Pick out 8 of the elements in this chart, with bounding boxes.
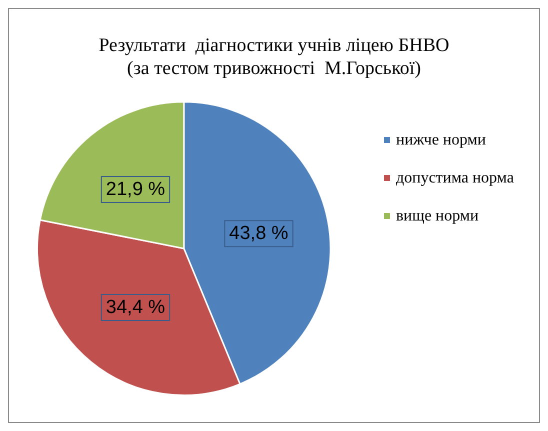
chart-subtitle: (за тестом тривожності М.Горської) — [127, 58, 421, 79]
data-label: 34,4 % — [106, 297, 166, 318]
legend-label: нижче норми — [396, 132, 486, 148]
legend-label: вище норми — [396, 208, 479, 224]
data-label: 21,9 % — [106, 179, 166, 200]
data-label: 43,8 % — [229, 223, 288, 244]
legend-label: допустима норма — [396, 170, 514, 186]
chart-title: Результати діагностики учнів ліцею БНВО — [98, 35, 450, 56]
